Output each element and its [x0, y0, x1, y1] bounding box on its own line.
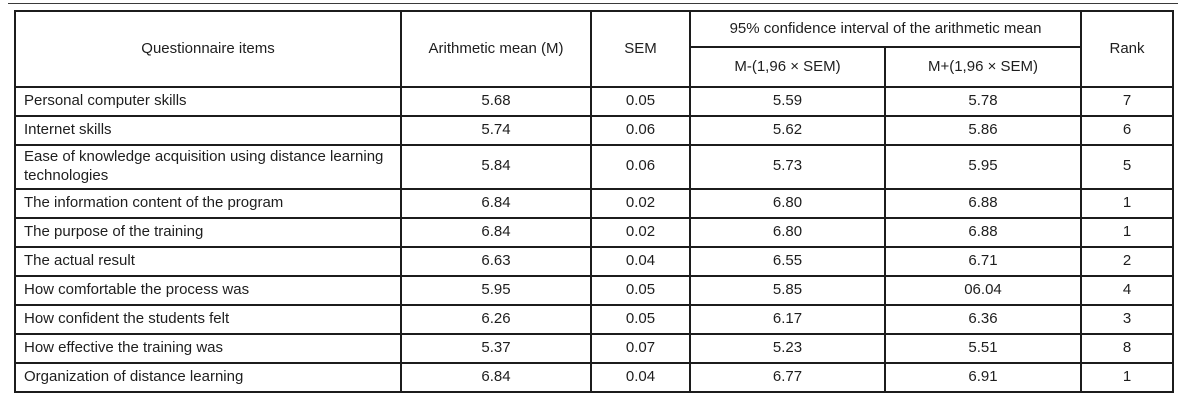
table-row: The information content of the program 6… — [14, 187, 1174, 219]
cell-item: Personal computer skills — [14, 86, 402, 117]
cell-ci-lower: 6.77 — [689, 361, 886, 393]
cell-ci-upper: 5.51 — [884, 332, 1082, 364]
cell-ci-upper: 6.71 — [884, 245, 1082, 277]
column-header-ci-upper: M+(1,96 × SEM) — [884, 46, 1082, 88]
cell-sem: 0.05 — [590, 274, 691, 306]
cell-mean: 6.63 — [400, 245, 592, 277]
questionnaire-results-table: Questionnaire items Arithmetic mean (M) … — [14, 10, 1174, 393]
column-header-ci-group: 95% confidence interval of the arithmeti… — [689, 10, 1082, 48]
cell-ci-lower: 5.85 — [689, 274, 886, 306]
cell-ci-lower: 5.62 — [689, 115, 886, 146]
cell-rank: 1 — [1080, 187, 1174, 219]
column-header-mean: Arithmetic mean (M) — [400, 10, 592, 88]
cell-mean: 6.84 — [400, 216, 592, 248]
table-row: The purpose of the training 6.84 0.02 6.… — [14, 216, 1174, 248]
header-row-sub: M-(1,96 × SEM) M+(1,96 × SEM) — [15, 46, 1173, 88]
cell-mean: 5.95 — [400, 274, 592, 306]
column-header-ci-lower: M-(1,96 × SEM) — [689, 46, 886, 88]
table-row: How confident the students felt 6.26 0.0… — [14, 303, 1174, 335]
table-row: The actual result 6.63 0.04 6.55 6.71 2 — [14, 245, 1174, 277]
cell-ci-lower: 5.59 — [689, 86, 886, 117]
cell-ci-lower: 6.80 — [689, 187, 886, 219]
page-top-rule — [8, 3, 1178, 4]
table-row: Internet skills 5.74 0.06 5.62 5.86 6 — [14, 115, 1174, 146]
cell-ci-lower: 6.17 — [689, 303, 886, 335]
column-header-items: Questionnaire items — [14, 10, 402, 88]
cell-ci-upper: 5.78 — [884, 86, 1082, 117]
cell-sem: 0.06 — [590, 144, 691, 190]
cell-item: Organization of distance learning — [14, 361, 402, 393]
cell-sem: 0.04 — [590, 361, 691, 393]
cell-mean: 6.26 — [400, 303, 592, 335]
cell-sem: 0.05 — [590, 303, 691, 335]
cell-item: Internet skills — [14, 115, 402, 146]
cell-mean: 6.84 — [400, 361, 592, 393]
cell-mean: 6.84 — [400, 187, 592, 219]
cell-item: How effective the training was — [14, 332, 402, 364]
table-row: How effective the training was 5.37 0.07… — [14, 332, 1174, 364]
cell-rank: 3 — [1080, 303, 1174, 335]
cell-ci-upper: 6.88 — [884, 216, 1082, 248]
cell-sem: 0.02 — [590, 187, 691, 219]
cell-ci-upper: 06.04 — [884, 274, 1082, 306]
cell-rank: 8 — [1080, 332, 1174, 364]
table-row: Organization of distance learning 6.84 0… — [14, 361, 1174, 393]
cell-ci-lower: 6.55 — [689, 245, 886, 277]
cell-rank: 2 — [1080, 245, 1174, 277]
table-row: Personal computer skills 5.68 0.05 5.59 … — [14, 86, 1174, 117]
cell-sem: 0.07 — [590, 332, 691, 364]
cell-ci-lower: 5.23 — [689, 332, 886, 364]
cell-ci-upper: 6.36 — [884, 303, 1082, 335]
cell-rank: 1 — [1080, 361, 1174, 393]
cell-item: How confident the students felt — [14, 303, 402, 335]
cell-sem: 0.04 — [590, 245, 691, 277]
cell-mean: 5.68 — [400, 86, 592, 117]
column-header-rank: Rank — [1080, 10, 1174, 88]
cell-item: How comfortable the process was — [14, 274, 402, 306]
cell-item: The actual result — [14, 245, 402, 277]
cell-item: The purpose of the training — [14, 216, 402, 248]
cell-mean: 5.84 — [400, 144, 592, 190]
table-row: How comfortable the process was 5.95 0.0… — [14, 274, 1174, 306]
cell-mean: 5.37 — [400, 332, 592, 364]
header-row-top: Questionnaire items Arithmetic mean (M) … — [14, 10, 1174, 88]
cell-ci-upper: 6.91 — [884, 361, 1082, 393]
cell-item: Ease of knowledge acquisition using dist… — [14, 144, 402, 190]
cell-rank: 6 — [1080, 115, 1174, 146]
cell-ci-upper: 5.95 — [884, 144, 1082, 190]
cell-ci-lower: 5.73 — [689, 144, 886, 190]
cell-rank: 1 — [1080, 216, 1174, 248]
column-header-sem: SEM — [590, 10, 691, 88]
cell-ci-upper: 6.88 — [884, 187, 1082, 219]
cell-sem: 0.06 — [590, 115, 691, 146]
table-row: Ease of knowledge acquisition using dist… — [14, 144, 1174, 190]
cell-ci-lower: 6.80 — [689, 216, 886, 248]
cell-sem: 0.02 — [590, 216, 691, 248]
cell-sem: 0.05 — [590, 86, 691, 117]
cell-rank: 5 — [1080, 144, 1174, 190]
cell-rank: 4 — [1080, 274, 1174, 306]
cell-item: The information content of the program — [14, 187, 402, 219]
cell-mean: 5.74 — [400, 115, 592, 146]
cell-rank: 7 — [1080, 86, 1174, 117]
cell-ci-upper: 5.86 — [884, 115, 1082, 146]
